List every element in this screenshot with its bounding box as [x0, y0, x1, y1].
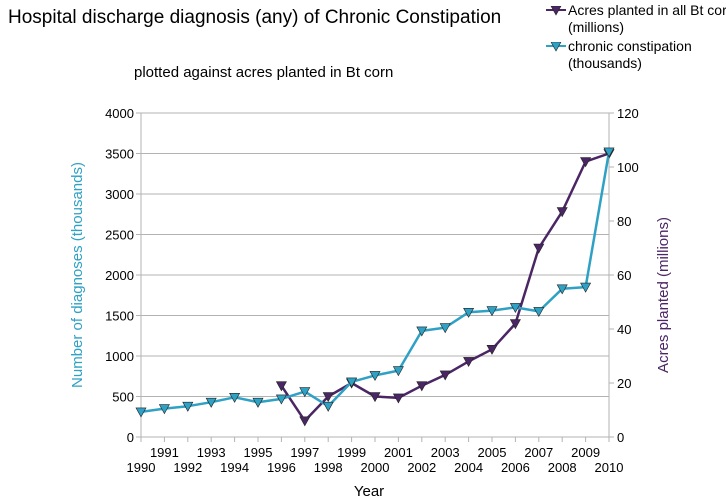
point-constipation-1990 [135, 407, 147, 418]
x-tick-label: 1996 [267, 460, 296, 475]
left-tick-label: 2000 [105, 268, 134, 283]
legend-item-acres: Acres planted in all Bt corn (millions) [546, 2, 726, 36]
point-acres-2001 [392, 393, 404, 404]
point-acres-2008 [556, 207, 568, 218]
right-tick-label: 80 [617, 214, 631, 229]
point-constipation-2008 [556, 284, 568, 295]
point-constipation-2010 [603, 147, 615, 158]
point-acres-2003 [439, 370, 451, 381]
x-tick-label: 1999 [337, 445, 366, 460]
right-tick-label: 120 [617, 106, 639, 121]
left-tick-label: 3000 [105, 187, 134, 202]
chart-subtitle: plotted against acres planted in Bt corn [134, 64, 394, 81]
right-tick-label: 0 [617, 430, 624, 445]
point-constipation-1999 [346, 377, 358, 388]
point-constipation-2007 [533, 307, 545, 318]
x-axis-label: Year [354, 483, 384, 500]
x-tick-label: 2002 [407, 460, 436, 475]
x-tick-label: 2008 [548, 460, 577, 475]
series-layer [135, 147, 615, 427]
point-acres-2009 [580, 157, 592, 168]
legend-label-constipation: chronic constipation (thousands) [568, 38, 692, 71]
left-tick-label: 0 [127, 430, 134, 445]
legend-item-constipation: chronic constipation (thousands) [546, 38, 726, 72]
legend-marker-acres [546, 6, 566, 16]
point-acres-1997 [299, 416, 311, 427]
x-tick-label: 1994 [220, 460, 249, 475]
x-tick-label: 2010 [595, 460, 624, 475]
x-tick-label: 1997 [290, 445, 319, 460]
point-constipation-2002 [416, 326, 428, 337]
x-axis-tick-labels: 1991 1993 1995 1997 1999 2001 2003 2005 2007 2009… [127, 445, 624, 475]
left-tick-label: 1500 [105, 309, 134, 324]
grid-lines [141, 112, 609, 438]
left-tick-label: 1000 [105, 349, 134, 364]
point-acres-1998 [322, 392, 334, 403]
x-tick-label: 2000 [361, 460, 390, 475]
point-constipation-2006 [509, 303, 521, 314]
point-constipation-1997 [299, 387, 311, 398]
point-acres-2005 [486, 344, 498, 355]
point-constipation-1996 [275, 394, 287, 405]
left-tick-label: 500 [112, 390, 134, 405]
left-tick-label: 4000 [105, 106, 134, 121]
x-tick-label: 2009 [571, 445, 600, 460]
right-tick-label: 60 [617, 268, 631, 283]
chart-title: Hospital discharge diagnosis (any) of Ch… [8, 7, 502, 28]
x-tick-label: 1993 [197, 445, 226, 460]
point-acres-2002 [416, 381, 428, 392]
point-constipation-2005 [486, 306, 498, 317]
legend-label-acres: Acres planted in all Bt corn (millions) [568, 2, 726, 35]
x-tick-label: 1990 [127, 460, 156, 475]
x-tick-label: 2003 [431, 445, 460, 460]
x-tick-label: 2001 [384, 445, 413, 460]
point-constipation-1992 [182, 401, 194, 412]
left-tick-label: 3500 [105, 147, 134, 162]
legend: Acres planted in all Bt corn (millions) … [546, 2, 726, 74]
point-acres-2007 [533, 243, 545, 254]
right-axis-tick-labels: 0 20 40 60 80 100 120 [617, 106, 639, 445]
point-constipation-1993 [205, 397, 217, 408]
left-axis-tick-labels: 0 500 1000 1500 2000 2500 3000 3500 4000 [105, 106, 134, 445]
point-constipation-2001 [392, 366, 404, 377]
right-tick-label: 20 [617, 376, 631, 391]
left-tick-label: 2500 [105, 228, 134, 243]
point-acres-2000 [369, 392, 381, 403]
point-constipation-1998 [322, 401, 334, 412]
x-tick-label: 2007 [524, 445, 553, 460]
x-tick-label: 2004 [454, 460, 483, 475]
x-tick-label: 2006 [501, 460, 530, 475]
point-acres-1996 [275, 381, 287, 392]
point-constipation-1991 [158, 404, 170, 415]
point-constipation-1995 [252, 397, 264, 408]
point-acres-2004 [463, 357, 475, 368]
right-axis-label: Acres planted (millions) [655, 217, 672, 373]
x-tick-label: 1995 [244, 445, 273, 460]
x-tick-label: 1992 [173, 460, 202, 475]
left-axis-label: Number of diagnoses (thousands) [69, 162, 86, 388]
point-constipation-2009 [580, 282, 592, 293]
point-constipation-1994 [229, 392, 241, 403]
point-constipation-2004 [463, 307, 475, 318]
x-tick-label: 2005 [478, 445, 507, 460]
point-acres-2006 [509, 319, 521, 330]
axes [136, 112, 614, 442]
legend-marker-constipation [546, 42, 566, 52]
point-constipation-2000 [369, 371, 381, 382]
right-tick-label: 40 [617, 322, 631, 337]
point-constipation-2003 [439, 323, 451, 334]
x-tick-label: 1991 [150, 445, 179, 460]
x-tick-label: 1998 [314, 460, 343, 475]
right-tick-label: 100 [617, 160, 639, 175]
